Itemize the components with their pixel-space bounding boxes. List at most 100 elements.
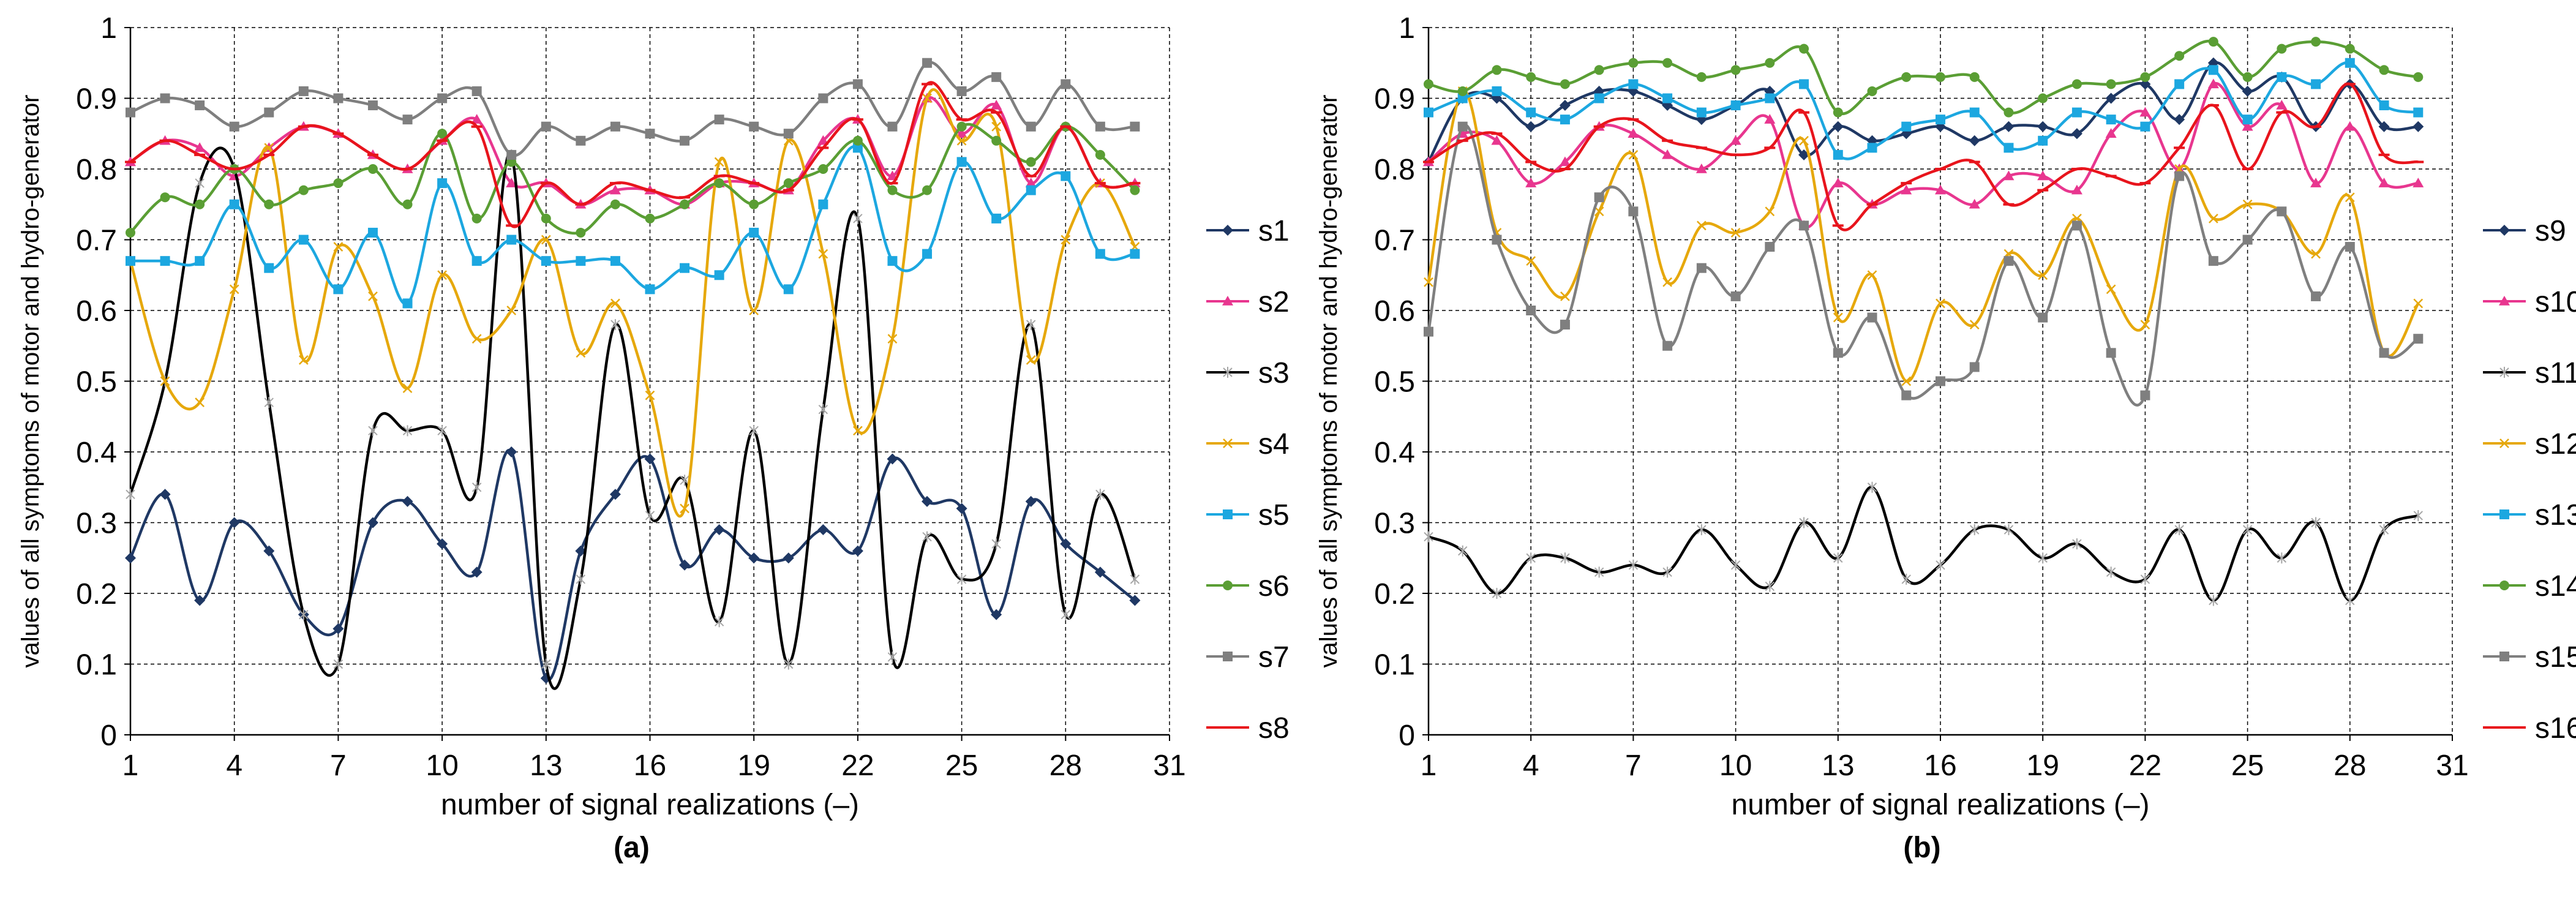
data-point-s3-7 [333, 658, 344, 670]
data-point-s10-4 [1525, 178, 1537, 187]
series-s15 [1424, 121, 2424, 407]
data-point-s13-3 [1492, 86, 1502, 96]
data-point-s12-15 [1901, 376, 1912, 386]
data-point-s1-27 [1025, 495, 1037, 507]
data-point-s12-10 [1730, 228, 1741, 238]
data-point-s7-8 [367, 100, 378, 111]
data-point-s4-27 [1026, 355, 1036, 365]
data-point-s10-9 [1695, 163, 1707, 173]
data-point-s13-15 [1901, 121, 1912, 132]
data-point-s11-6 [1594, 566, 1604, 578]
data-point-s6-10 [437, 129, 448, 139]
data-point-s3-8 [368, 425, 378, 437]
data-point-s14-21 [2106, 79, 2116, 89]
data-point-s9-18 [2003, 121, 2015, 132]
data-point-s11-25 [2242, 524, 2253, 536]
legend-item-s7: s7 [1206, 641, 1290, 674]
data-point-s14-27 [2311, 37, 2321, 47]
data-point-s7-20 [783, 129, 794, 139]
data-point-s10-24 [2207, 78, 2219, 89]
data-point-s6-30 [1130, 185, 1140, 195]
y-tick-label: 0.9 [1374, 83, 1415, 116]
y-tick-label: 0.2 [76, 578, 117, 611]
data-point-s5-1 [126, 256, 135, 266]
data-point-legend-legend [2499, 581, 2509, 590]
data-point-s3-6 [299, 609, 309, 620]
data-point-s15-18 [2003, 256, 2014, 266]
data-point-legend-legend [1223, 509, 1233, 519]
data-point-s7-6 [298, 86, 309, 96]
data-point-s2-3 [194, 142, 206, 152]
legend: s1 s2 s3 s4 s5 s6 s7 s8 [1206, 215, 1290, 745]
x-tick-label: 10 [426, 750, 458, 782]
data-point-s10-13 [1832, 178, 1844, 187]
data-point-s5-25 [956, 157, 967, 167]
series-s3 [126, 146, 1140, 690]
data-point-s14-2 [1457, 86, 1468, 96]
data-point-s13-16 [1936, 115, 1945, 125]
data-point-s6-22 [852, 135, 863, 146]
data-point-s3-10 [437, 425, 447, 437]
data-point-s6-21 [818, 164, 828, 174]
data-point-s11-11 [1765, 581, 1775, 592]
data-point-s4-2 [160, 376, 170, 386]
data-point-s15-12 [1799, 220, 1809, 231]
data-point-s7-24 [922, 58, 933, 68]
data-point-s13-23 [2174, 79, 2185, 89]
data-point-s15-22 [2140, 390, 2150, 400]
data-point-s1-29 [1094, 566, 1106, 578]
axes: 0 0.1 0.2 0.3 0.4 0.5 0.6 0.7 0.8 0.9 1 1 4 7 10 13 16 19… [76, 12, 1185, 782]
data-point-s10-5 [1559, 156, 1571, 167]
data-point-s13-10 [1730, 100, 1741, 111]
series-s7 [126, 58, 1140, 160]
data-point-s6-14 [576, 227, 586, 238]
data-point-s5-4 [229, 199, 239, 209]
data-point-s7-9 [402, 115, 413, 125]
data-point-s1-25 [956, 503, 967, 514]
data-point-s12-5 [1560, 291, 1570, 301]
data-point-s11-20 [2072, 538, 2082, 550]
data-point-legend-legend [2499, 652, 2509, 661]
data-point-s1-21 [817, 524, 829, 536]
data-point-s7-17 [680, 135, 690, 146]
data-point-s6-26 [991, 135, 1002, 146]
data-point-s14-30 [2413, 72, 2424, 82]
data-point-s11-26 [2277, 552, 2287, 564]
data-point-s10-21 [2105, 128, 2117, 138]
data-point-s12-17 [1969, 320, 1980, 329]
data-point-s15-20 [2071, 220, 2082, 231]
data-point-s14-12 [1799, 43, 1809, 54]
legend-label: s9 [2535, 215, 2566, 247]
data-point-s4-14 [576, 348, 586, 358]
data-point-s15-16 [1936, 376, 1945, 386]
data-point-s3-28 [1061, 609, 1071, 620]
legend-label: s2 [1258, 286, 1290, 318]
data-point-s14-19 [2038, 93, 2048, 103]
x-tick-label: 28 [2334, 750, 2366, 782]
data-point-s2-26 [991, 100, 1002, 110]
data-point-s11-17 [1970, 524, 1980, 536]
data-point-legend-legend [1222, 296, 1233, 306]
data-point-s14-9 [1696, 72, 1707, 82]
legend-label: s8 [1258, 712, 1290, 745]
data-point-s3-13 [541, 658, 551, 670]
data-point-s6-2 [160, 192, 170, 203]
data-point-s14-6 [1594, 65, 1604, 75]
data-point-s12-24 [2208, 213, 2218, 224]
data-point-s14-11 [1765, 58, 1775, 68]
data-point-s14-17 [1969, 72, 1980, 82]
data-point-s7-4 [229, 121, 239, 132]
data-point-s3-15 [610, 319, 620, 331]
series-s13 [1424, 58, 2424, 160]
data-point-legend-legend [1223, 652, 1233, 661]
y-tick-label: 0.1 [1374, 649, 1415, 682]
data-point-s2-12 [506, 178, 517, 187]
data-point-s15-10 [1730, 291, 1741, 301]
data-point-s7-10 [437, 93, 448, 103]
data-point-s15-19 [2038, 312, 2048, 323]
data-point-s14-20 [2071, 79, 2082, 89]
data-point-s10-10 [1730, 135, 1741, 145]
legend-item-s2: s2 [1206, 286, 1290, 318]
legend-item-s11: s11 [2483, 357, 2576, 389]
data-point-s3-1 [126, 489, 135, 500]
